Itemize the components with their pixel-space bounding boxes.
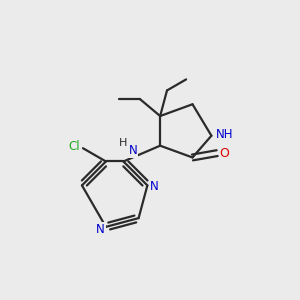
Text: N: N	[149, 180, 158, 194]
Text: N: N	[96, 223, 105, 236]
Text: N: N	[129, 144, 137, 157]
Text: H: H	[118, 138, 127, 148]
Text: O: O	[220, 147, 230, 160]
Text: Cl: Cl	[68, 140, 80, 153]
Text: NH: NH	[216, 128, 233, 141]
